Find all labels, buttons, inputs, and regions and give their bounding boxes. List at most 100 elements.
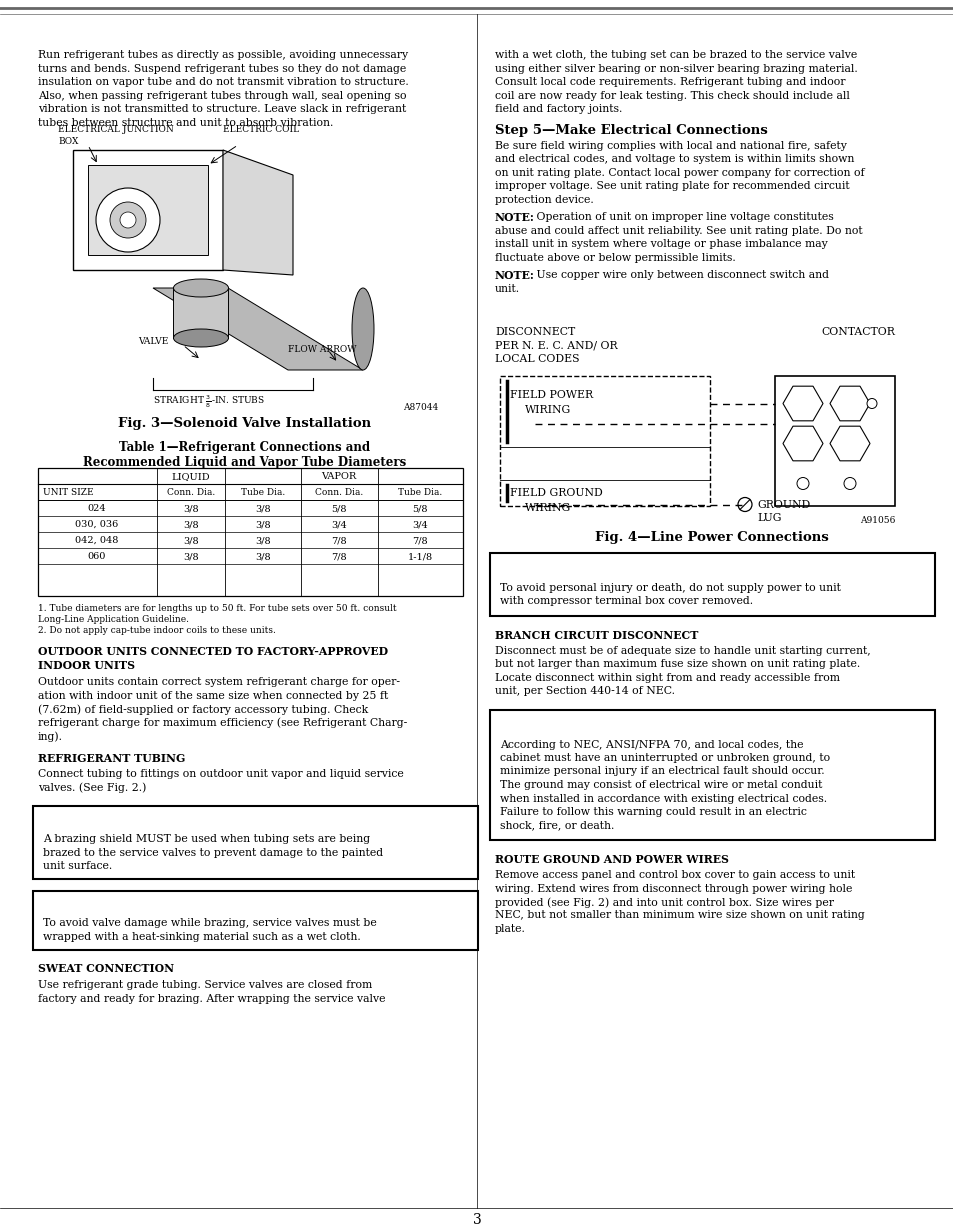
Text: ELECTRIC COIL: ELECTRIC COIL — [223, 125, 299, 134]
Text: 5/8: 5/8 — [331, 503, 346, 513]
Text: Table 1—Refrigerant Connections and: Table 1—Refrigerant Connections and — [119, 441, 370, 454]
Text: 7/8: 7/8 — [331, 535, 347, 545]
Text: OUTDOOR UNITS CONNECTED TO FACTORY-APPROVED: OUTDOOR UNITS CONNECTED TO FACTORY-APPRO… — [38, 646, 388, 657]
Text: coil are now ready for leak testing. This check should include all: coil are now ready for leak testing. Thi… — [495, 91, 849, 101]
Text: A91056: A91056 — [859, 516, 894, 524]
Text: 5/8: 5/8 — [412, 503, 427, 513]
Text: 3/8: 3/8 — [254, 553, 271, 561]
Text: valves. (See Fig. 2.): valves. (See Fig. 2.) — [38, 782, 146, 793]
Text: PER N. E. C. AND/ OR: PER N. E. C. AND/ OR — [495, 340, 617, 350]
Text: abuse and could affect unit reliability. See unit rating plate. Do not: abuse and could affect unit reliability.… — [495, 226, 862, 236]
Polygon shape — [152, 289, 363, 370]
Text: when installed in accordance with existing electrical codes.: when installed in accordance with existi… — [499, 793, 826, 803]
Text: VAPOR: VAPOR — [321, 472, 356, 481]
Text: wiring. Extend wires from disconnect through power wiring hole: wiring. Extend wires from disconnect thr… — [495, 883, 851, 894]
Text: 3/4: 3/4 — [412, 519, 428, 529]
Text: DISCONNECT: DISCONNECT — [495, 327, 575, 336]
Text: LIQUID: LIQUID — [172, 472, 210, 481]
Text: LUG: LUG — [757, 512, 781, 522]
Text: ⚠ CAUTION: ⚠ CAUTION — [206, 810, 303, 824]
Text: 024: 024 — [88, 503, 106, 513]
Text: 3/8: 3/8 — [183, 553, 198, 561]
Circle shape — [120, 212, 136, 228]
Bar — [33, 806, 477, 878]
Text: FLOW ARROW: FLOW ARROW — [288, 345, 356, 354]
Text: wrapped with a heat-sinking material such as a wet cloth.: wrapped with a heat-sinking material suc… — [43, 932, 360, 942]
Text: ing).: ing). — [38, 731, 63, 742]
Text: refrigerant charge for maximum efficiency (see Refrigerant Charg-: refrigerant charge for maximum efficienc… — [38, 717, 407, 728]
Text: 3/8: 3/8 — [254, 503, 271, 513]
Text: Tube Dia.: Tube Dia. — [397, 488, 441, 497]
Text: brazed to the service valves to prevent damage to the painted: brazed to the service valves to prevent … — [43, 847, 383, 857]
Ellipse shape — [173, 329, 229, 348]
Text: 2. Do not apply cap-tube indoor coils to these units.: 2. Do not apply cap-tube indoor coils to… — [38, 626, 275, 635]
Circle shape — [843, 478, 855, 490]
Text: (7.62m) of field-supplied or factory accessory tubing. Check: (7.62m) of field-supplied or factory acc… — [38, 704, 368, 715]
Text: ⚠ WARNING: ⚠ WARNING — [659, 713, 762, 727]
Circle shape — [96, 188, 160, 252]
Text: SWEAT CONNECTION: SWEAT CONNECTION — [38, 964, 174, 975]
Text: Use copper wire only between disconnect switch and: Use copper wire only between disconnect … — [533, 270, 828, 280]
Bar — [490, 710, 934, 840]
Text: Recommended Liquid and Vapor Tube Diameters: Recommended Liquid and Vapor Tube Diamet… — [83, 456, 406, 469]
Text: 3/8: 3/8 — [183, 503, 198, 513]
Text: ation with indoor unit of the same size when connected by 25 ft: ation with indoor unit of the same size … — [38, 690, 388, 700]
Text: 1. Tube diameters are for lengths up to 50 ft. For tube sets over 50 ft. consult: 1. Tube diameters are for lengths up to … — [38, 604, 396, 613]
Bar — [490, 553, 934, 615]
Bar — [172, 289, 228, 338]
Polygon shape — [223, 150, 293, 275]
Bar — [33, 806, 477, 828]
Text: A brazing shield MUST be used when tubing sets are being: A brazing shield MUST be used when tubin… — [43, 834, 370, 844]
Text: minimize personal injury if an electrical fault should occur.: minimize personal injury if an electrica… — [499, 766, 823, 776]
Text: ELECTRICAL JUNCTION: ELECTRICAL JUNCTION — [58, 125, 173, 134]
Bar — [490, 710, 934, 732]
Text: Fig. 3—Solenoid Valve Installation: Fig. 3—Solenoid Valve Installation — [118, 418, 371, 430]
Text: unit, per Section 440-14 of NEC.: unit, per Section 440-14 of NEC. — [495, 686, 675, 696]
Text: Run refrigerant tubes as directly as possible, avoiding unnecessary: Run refrigerant tubes as directly as pos… — [38, 50, 408, 60]
Text: NEC, but not smaller than minimum wire size shown on unit rating: NEC, but not smaller than minimum wire s… — [495, 910, 863, 921]
Text: insulation on vapor tube and do not transmit vibration to structure.: insulation on vapor tube and do not tran… — [38, 77, 408, 87]
Circle shape — [738, 497, 751, 512]
Bar — [499, 376, 709, 506]
Text: unit.: unit. — [495, 284, 519, 293]
Text: ⚠ CAUTION: ⚠ CAUTION — [206, 894, 303, 909]
Text: Connect tubing to fittings on outdoor unit vapor and liquid service: Connect tubing to fittings on outdoor un… — [38, 769, 403, 779]
Text: INDOOR UNITS: INDOOR UNITS — [38, 659, 135, 670]
Ellipse shape — [352, 289, 374, 370]
Text: Tube Dia.: Tube Dia. — [240, 488, 285, 497]
Text: UNIT SIZE: UNIT SIZE — [43, 488, 93, 497]
Text: Fig. 4—Line Power Connections: Fig. 4—Line Power Connections — [595, 530, 828, 544]
Text: Also, when passing refrigerant tubes through wall, seal opening so: Also, when passing refrigerant tubes thr… — [38, 91, 406, 101]
Text: WIRING: WIRING — [524, 503, 571, 513]
Text: Conn. Dia.: Conn. Dia. — [314, 488, 363, 497]
Text: Conn. Dia.: Conn. Dia. — [167, 488, 214, 497]
Text: FIELD POWER: FIELD POWER — [510, 389, 593, 399]
Text: 060: 060 — [88, 553, 106, 561]
Text: BOX: BOX — [58, 138, 78, 146]
Bar — [73, 150, 223, 270]
Text: CONTACTOR: CONTACTOR — [821, 327, 894, 336]
Bar — [33, 890, 477, 949]
Text: install unit in system where voltage or phase imbalance may: install unit in system where voltage or … — [495, 239, 827, 249]
Text: vibration is not transmitted to structure. Leave slack in refrigerant: vibration is not transmitted to structur… — [38, 104, 406, 114]
Text: shock, fire, or death.: shock, fire, or death. — [499, 820, 614, 830]
Text: GROUND: GROUND — [757, 500, 809, 510]
Text: REFRIGERANT TUBING: REFRIGERANT TUBING — [38, 753, 185, 764]
Text: unit surface.: unit surface. — [43, 861, 112, 871]
Text: 3/8: 3/8 — [254, 519, 271, 529]
Text: 7/8: 7/8 — [412, 535, 427, 545]
Text: The ground may consist of electrical wire or metal conduit: The ground may consist of electrical wir… — [499, 780, 821, 790]
Text: Be sure field wiring complies with local and national fire, safety: Be sure field wiring complies with local… — [495, 140, 846, 151]
Text: using either silver bearing or non-silver bearing brazing material.: using either silver bearing or non-silve… — [495, 64, 857, 74]
Text: Remove access panel and control box cover to gain access to unit: Remove access panel and control box cove… — [495, 869, 854, 880]
Text: 042, 048: 042, 048 — [75, 535, 118, 545]
Text: provided (see Fig. 2) and into unit control box. Size wires per: provided (see Fig. 2) and into unit cont… — [495, 896, 833, 907]
Text: STRAIGHT $\frac{3}{8}$-IN. STUBS: STRAIGHT $\frac{3}{8}$-IN. STUBS — [152, 393, 265, 410]
Text: Outdoor units contain correct system refrigerant charge for oper-: Outdoor units contain correct system ref… — [38, 677, 399, 686]
Text: and electrical codes, and voltage to system is within limits shown: and electrical codes, and voltage to sys… — [495, 154, 854, 165]
Text: tubes between structure and unit to absorb vibration.: tubes between structure and unit to abso… — [38, 118, 333, 128]
Text: fluctuate above or below permissible limits.: fluctuate above or below permissible lim… — [495, 253, 735, 263]
Text: Disconnect must be of adequate size to handle unit starting current,: Disconnect must be of adequate size to h… — [495, 646, 870, 656]
Text: VALVE: VALVE — [138, 336, 168, 346]
Text: 030, 036: 030, 036 — [75, 519, 118, 529]
